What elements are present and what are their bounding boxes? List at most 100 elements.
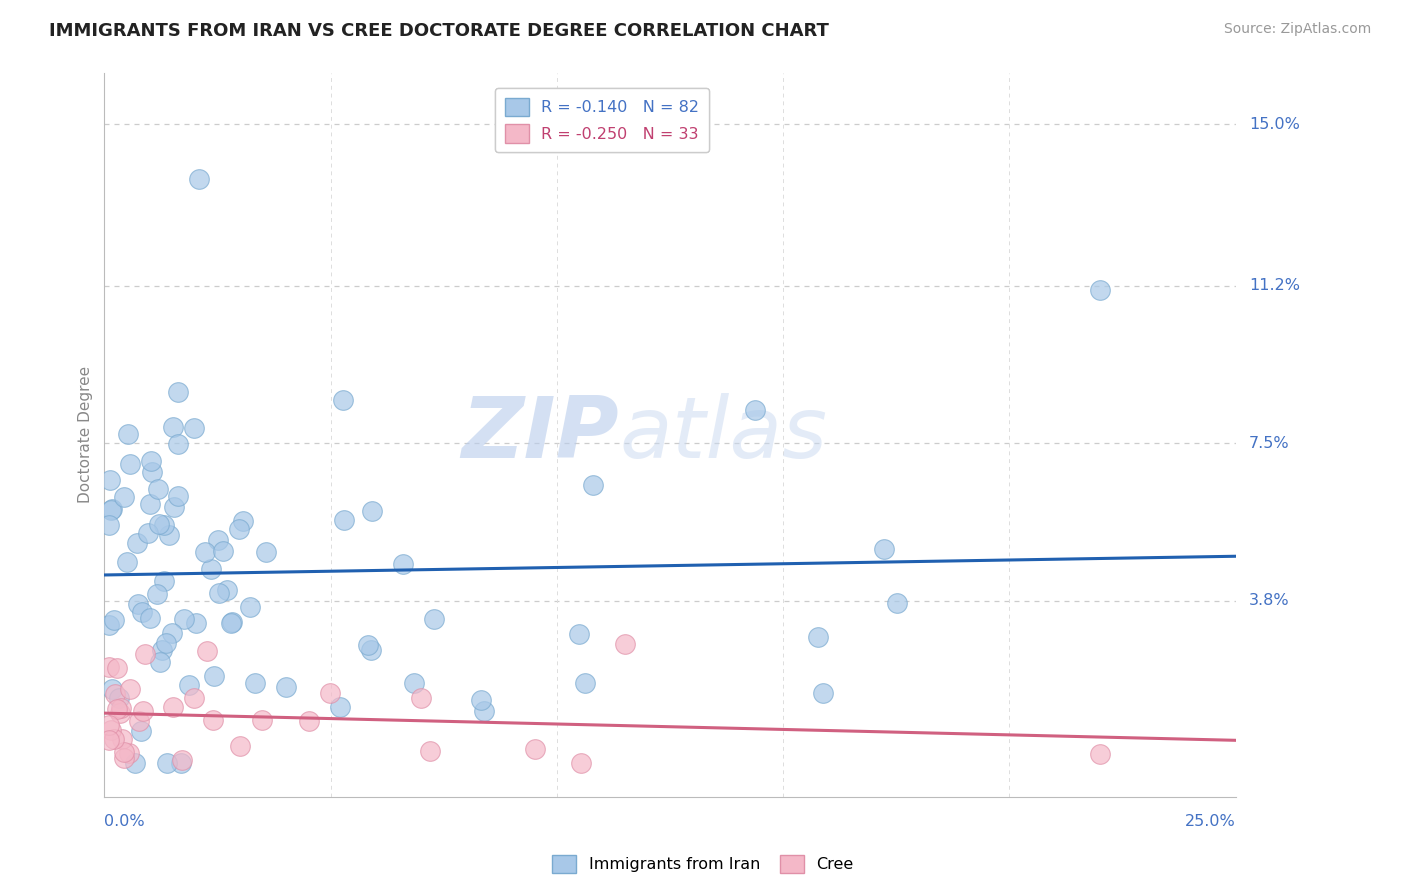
Point — [183, 421, 205, 435]
Point — [108, 706, 131, 720]
Point — [1088, 747, 1111, 762]
Point — [207, 533, 229, 547]
Point — [160, 626, 183, 640]
Point — [134, 647, 156, 661]
Point — [101, 501, 124, 516]
Point — [886, 596, 908, 610]
Point — [582, 477, 605, 491]
Text: 11.2%: 11.2% — [1249, 278, 1301, 293]
Point — [141, 465, 163, 479]
Point — [103, 731, 125, 746]
Point — [744, 403, 766, 417]
Point — [97, 660, 120, 674]
Point — [124, 756, 146, 770]
Point — [1088, 283, 1111, 297]
Point — [117, 426, 139, 441]
Point — [811, 686, 834, 700]
Point — [98, 474, 121, 488]
Text: 0.0%: 0.0% — [104, 814, 145, 829]
Point — [127, 597, 149, 611]
Point — [177, 678, 200, 692]
Point — [228, 522, 250, 536]
Point — [221, 615, 243, 629]
Point — [100, 723, 122, 737]
Point — [411, 691, 433, 706]
Point — [193, 544, 215, 558]
Point — [111, 731, 134, 746]
Text: IMMIGRANTS FROM IRAN VS CREE DOCTORATE DEGREE CORRELATION CHART: IMMIGRANTS FROM IRAN VS CREE DOCTORATE D… — [49, 22, 830, 40]
Point — [329, 700, 352, 714]
Point — [472, 704, 495, 718]
Legend: R = -0.140   N = 82, R = -0.250   N = 33: R = -0.140 N = 82, R = -0.250 N = 33 — [495, 88, 709, 153]
Point — [470, 693, 492, 707]
Point — [170, 756, 193, 770]
Point — [100, 503, 122, 517]
Point — [613, 636, 636, 650]
Point — [112, 490, 135, 504]
Point — [153, 517, 176, 532]
Point — [120, 457, 142, 471]
Point — [357, 638, 380, 652]
Point — [574, 675, 596, 690]
Point — [807, 630, 830, 644]
Text: atlas: atlas — [619, 393, 827, 476]
Point — [232, 514, 254, 528]
Point — [229, 739, 252, 753]
Point — [162, 700, 184, 714]
Point — [97, 733, 120, 747]
Point — [360, 643, 382, 657]
Point — [188, 172, 211, 186]
Point — [243, 676, 266, 690]
Point — [418, 744, 440, 758]
Point — [156, 756, 179, 770]
Point — [170, 753, 193, 767]
Point — [404, 675, 426, 690]
Point — [202, 713, 225, 727]
Point — [208, 586, 231, 600]
Point — [112, 745, 135, 759]
Point — [162, 500, 184, 515]
Point — [568, 626, 591, 640]
Point — [101, 681, 124, 696]
Point — [128, 714, 150, 728]
Point — [195, 644, 218, 658]
Point — [107, 690, 129, 705]
Point — [274, 680, 297, 694]
Point — [219, 616, 242, 631]
Point — [523, 741, 546, 756]
Point — [97, 617, 120, 632]
Point — [125, 535, 148, 549]
Point — [173, 612, 195, 626]
Point — [146, 587, 169, 601]
Point — [105, 661, 128, 675]
Y-axis label: Doctorate Degree: Doctorate Degree — [79, 367, 93, 503]
Point — [184, 615, 207, 630]
Point — [162, 420, 184, 434]
Point — [157, 528, 180, 542]
Point — [200, 562, 222, 576]
Text: ZIP: ZIP — [461, 393, 619, 476]
Point — [212, 543, 235, 558]
Point — [361, 504, 384, 518]
Point — [118, 681, 141, 696]
Point — [118, 746, 141, 760]
Point — [131, 605, 153, 619]
Point — [146, 482, 169, 496]
Point — [332, 513, 354, 527]
Point — [148, 517, 170, 532]
Text: 15.0%: 15.0% — [1249, 117, 1301, 132]
Point — [167, 384, 190, 399]
Point — [112, 750, 135, 764]
Text: 7.5%: 7.5% — [1249, 436, 1289, 450]
Point — [150, 643, 173, 657]
Point — [423, 612, 446, 626]
Point — [155, 636, 177, 650]
Point — [873, 541, 896, 556]
Point — [298, 714, 321, 728]
Text: Source: ZipAtlas.com: Source: ZipAtlas.com — [1223, 22, 1371, 37]
Point — [250, 713, 273, 727]
Point — [153, 574, 176, 588]
Point — [239, 600, 262, 615]
Point — [204, 669, 226, 683]
Legend: Immigrants from Iran, Cree: Immigrants from Iran, Cree — [546, 848, 860, 880]
